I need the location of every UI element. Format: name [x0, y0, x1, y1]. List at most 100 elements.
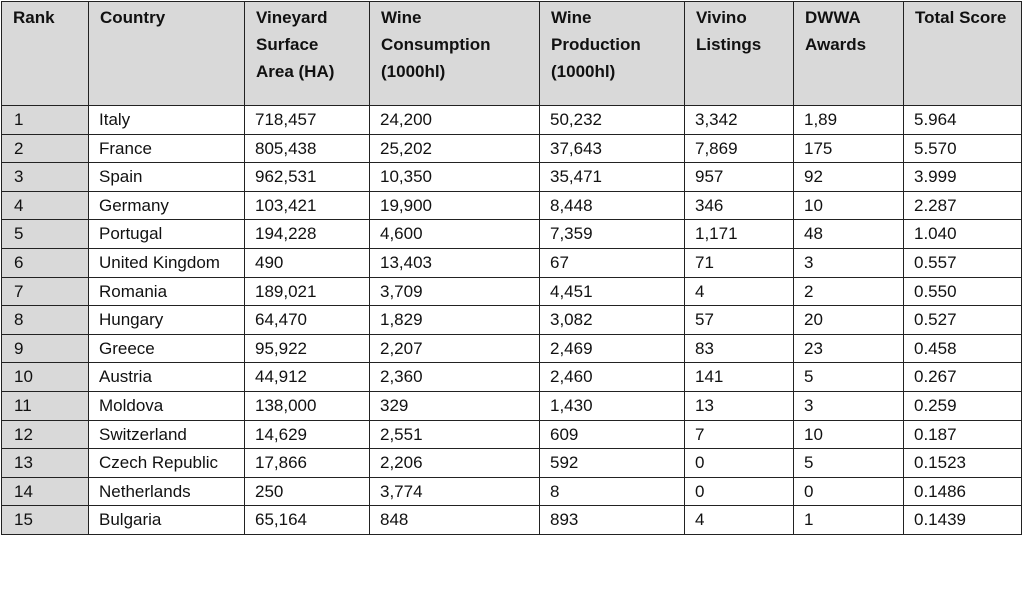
table-cell: 141 [684, 362, 794, 392]
table-row: 3 Spain 962,531 10,350 35,471 957 92 3.999 [1, 162, 1022, 192]
table-cell: 83 [684, 333, 794, 364]
table-cell: 0.267 [903, 362, 1022, 392]
table-cell: 175 [793, 133, 904, 164]
table-cell: 4,600 [369, 219, 540, 249]
table-cell: 2,206 [369, 448, 540, 478]
table-cell: 592 [539, 448, 685, 478]
table-cell: 92 [793, 162, 904, 192]
table-cell: 8 [539, 476, 685, 507]
rank-cell: 14 [1, 476, 89, 507]
table-cell: Spain [88, 162, 245, 192]
table-cell: 2,360 [369, 362, 540, 392]
header-row: Rank Country Vineyard Surface Area (HA) Win… [1, 1, 1022, 106]
table-cell: Germany [88, 190, 245, 221]
table-cell: 10,350 [369, 162, 540, 192]
table-cell: 3 [793, 247, 904, 278]
column-header: Country [88, 1, 245, 106]
table-cell: 3 [793, 390, 904, 421]
table-cell: 10 [793, 190, 904, 221]
table-cell: 2,551 [369, 419, 540, 450]
table-cell: 329 [369, 390, 540, 421]
table-cell: 2,207 [369, 333, 540, 364]
table-row: 11 Moldova 138,000 329 1,430 13 3 0.259 [1, 390, 1022, 421]
table-row: 10 Austria 44,912 2,360 2,460 141 5 0.267 [1, 362, 1022, 392]
table-cell: 14,629 [244, 419, 370, 450]
table-cell: 13 [684, 390, 794, 421]
table-cell: 25,202 [369, 133, 540, 164]
table-row: 2 France 805,438 25,202 37,643 7,869 175 5.570 [1, 133, 1022, 164]
table-cell: 3,774 [369, 476, 540, 507]
table-cell: Switzerland [88, 419, 245, 450]
table-row: 4 Germany 103,421 19,900 8,448 346 10 2.287 [1, 190, 1022, 221]
table-cell: 0.527 [903, 305, 1022, 335]
table-cell: 0.557 [903, 247, 1022, 278]
table-cell: 2,460 [539, 362, 685, 392]
table-cell: 7 [684, 419, 794, 450]
table-cell: 893 [539, 505, 685, 535]
table-row: 13 Czech Republic 17,866 2,206 592 0 5 0.1523 [1, 448, 1022, 478]
table-cell: 2,469 [539, 333, 685, 364]
table-cell: Czech Republic [88, 448, 245, 478]
table-cell: 1,829 [369, 305, 540, 335]
rank-cell: 1 [1, 105, 89, 135]
rank-cell: 10 [1, 362, 89, 392]
score-table: Rank Country Vineyard Surface Area (HA) Win… [1, 1, 1022, 535]
rank-cell: 13 [1, 448, 89, 478]
table-cell: 17,866 [244, 448, 370, 478]
table-cell: 7,869 [684, 133, 794, 164]
table-cell: 23 [793, 333, 904, 364]
table-cell: Hungary [88, 305, 245, 335]
table-cell: 8,448 [539, 190, 685, 221]
table-cell: France [88, 133, 245, 164]
table-cell: 0.187 [903, 419, 1022, 450]
table-cell: 67 [539, 247, 685, 278]
table-cell: 3,709 [369, 276, 540, 307]
column-header: Total Score [903, 1, 1022, 106]
table-cell: 0 [793, 476, 904, 507]
table-cell: 957 [684, 162, 794, 192]
table-cell: 805,438 [244, 133, 370, 164]
table-cell: 35,471 [539, 162, 685, 192]
table-cell: 1,171 [684, 219, 794, 249]
table-cell: 44,912 [244, 362, 370, 392]
table-cell: 962,531 [244, 162, 370, 192]
column-header: DWWA Awards [793, 1, 904, 106]
table-row: 5 Portugal 194,228 4,600 7,359 1,171 48 1.040 [1, 219, 1022, 249]
table-cell: 37,643 [539, 133, 685, 164]
table-cell: 4,451 [539, 276, 685, 307]
table-cell: 50,232 [539, 105, 685, 135]
rank-cell: 11 [1, 390, 89, 421]
rank-cell: 6 [1, 247, 89, 278]
rank-cell: 15 [1, 505, 89, 535]
table-cell: Romania [88, 276, 245, 307]
table-cell: 19,900 [369, 190, 540, 221]
table-cell: 189,021 [244, 276, 370, 307]
table-cell: 1.040 [903, 219, 1022, 249]
rank-cell: 9 [1, 333, 89, 364]
rank-cell: 5 [1, 219, 89, 249]
table-cell: 7,359 [539, 219, 685, 249]
table-cell: 848 [369, 505, 540, 535]
table-cell: 609 [539, 419, 685, 450]
table-cell: Bulgaria [88, 505, 245, 535]
table-cell: 1,430 [539, 390, 685, 421]
table-cell: 57 [684, 305, 794, 335]
table-cell: 1,89 [793, 105, 904, 135]
table-cell: 5.964 [903, 105, 1022, 135]
table-cell: 3,082 [539, 305, 685, 335]
table-cell: Moldova [88, 390, 245, 421]
column-header: Rank [1, 1, 89, 106]
column-header: Wine Production (1000hl) [539, 1, 685, 106]
table-cell: 0.1486 [903, 476, 1022, 507]
table-row: 8 Hungary 64,470 1,829 3,082 57 20 0.527 [1, 305, 1022, 335]
rank-cell: 4 [1, 190, 89, 221]
table-cell: 0.1523 [903, 448, 1022, 478]
table-cell: 5 [793, 448, 904, 478]
table-row: 12 Switzerland 14,629 2,551 609 7 10 0.187 [1, 419, 1022, 450]
column-header: Vivino Listings [684, 1, 794, 106]
rank-cell: 12 [1, 419, 89, 450]
column-header: Wine Consumption (1000hl) [369, 1, 540, 106]
table-cell: 1 [793, 505, 904, 535]
table-cell: Netherlands [88, 476, 245, 507]
table-cell: 346 [684, 190, 794, 221]
